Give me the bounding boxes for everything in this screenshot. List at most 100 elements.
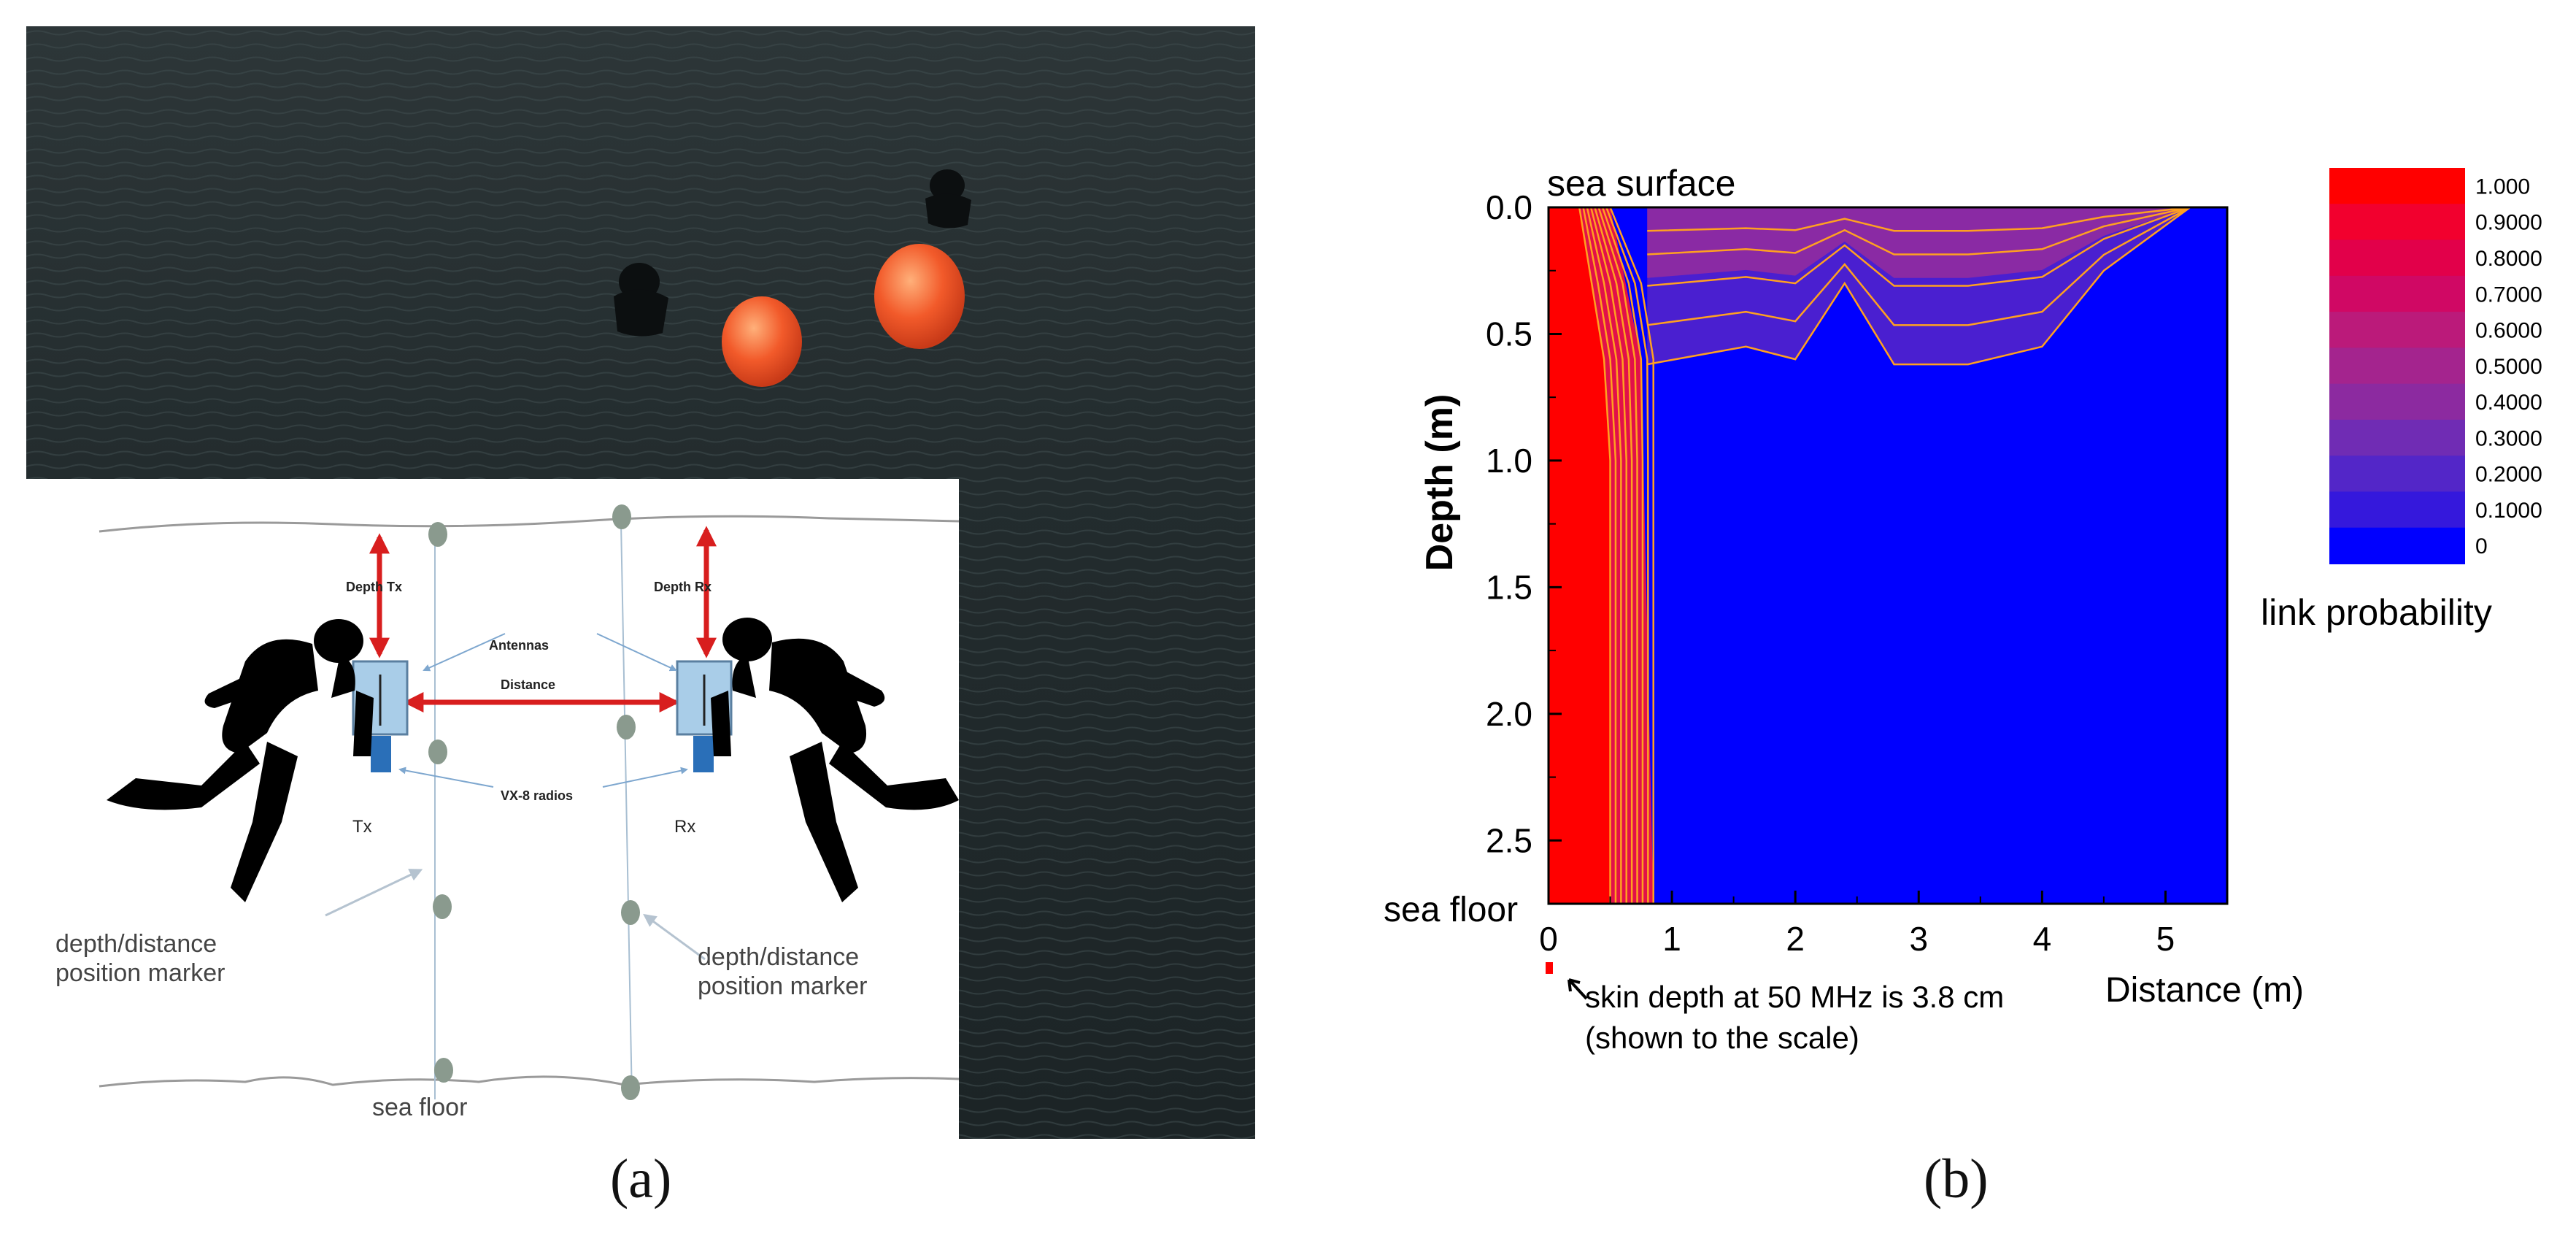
tx-radio (371, 736, 391, 772)
label-antennas: Antennas (489, 638, 549, 653)
colorbar-segment (2329, 347, 2465, 385)
label-sea-floor-diagram: sea floor (372, 1094, 467, 1121)
contour-line (1647, 207, 2191, 366)
sea-floor-line (99, 1075, 960, 1088)
diver-rx-silhouette (711, 618, 959, 902)
label-tx: Tx (352, 817, 372, 837)
contour-line (1647, 207, 2191, 287)
y-tick-label: 2.5 (1486, 821, 1532, 859)
colorbar-segment (2329, 275, 2465, 313)
colorbar-label: 0.1000 (2475, 499, 2542, 523)
colorbar-label: 1.000 (2475, 174, 2530, 199)
label-marker-left-1: depth/distance (55, 930, 217, 958)
plot-frame (1547, 206, 2229, 905)
colorbar-segment (2329, 239, 2465, 277)
label-distance: Distance (501, 677, 555, 692)
high-probability-region (1549, 207, 1611, 904)
label-marker-left-2: position marker (55, 959, 225, 987)
surface-band-inner (1647, 207, 2191, 278)
contour-line (1589, 207, 1627, 904)
skin-depth-arrow (1567, 978, 1588, 1000)
colorbar-label: 0.6000 (2475, 319, 2542, 343)
sea-floor-label: sea floor (1384, 891, 1518, 929)
diver-tx-silhouette (107, 619, 374, 902)
colorbar-segment (2329, 204, 2465, 241)
colorbar-label: 0.7000 (2475, 283, 2542, 307)
x-axis-ticks: 0 1 2 3 4 5 (1539, 891, 2175, 958)
marker-line-right (620, 522, 633, 1100)
y-tick-label: 2.0 (1486, 695, 1532, 733)
sea-surface-line (99, 515, 960, 533)
x-tick-label: 1 (1662, 920, 1681, 958)
buoy-right (874, 244, 965, 349)
contour-line (1605, 207, 1649, 904)
heatmap-area (1549, 207, 2227, 904)
marker-pointer-right (643, 913, 706, 961)
contour-lines (1578, 207, 2191, 904)
y-tick-label: 0.5 (1486, 315, 1532, 353)
colorbar-segment (2329, 168, 2465, 205)
diagram-svg: Depth Tx Depth Rx Antennas Distance VX-8… (55, 504, 960, 1121)
colorbar-label: 0 (2475, 534, 2488, 558)
skin-depth-marker (1546, 962, 1553, 974)
radio-pointer-right (602, 767, 688, 788)
colorbar-segment (2329, 491, 2465, 529)
colorbar-segment (2329, 419, 2465, 457)
x-tick-label: 2 (1786, 920, 1805, 958)
label-marker-right-1: depth/distance (698, 943, 859, 971)
caption-b: (b) (1924, 1148, 1989, 1210)
y-axis-label: Depth (m) (1419, 394, 1461, 572)
x-tick-label: 4 (2033, 920, 2052, 958)
contour-line (1586, 207, 1622, 904)
colorbar-label: 0.5000 (2475, 355, 2542, 379)
contour-line (1594, 207, 1633, 904)
x-axis-label: Distance (m) (2105, 971, 2304, 1010)
colorbar-segment (2329, 312, 2465, 349)
colorbar-label: 0.3000 (2475, 426, 2542, 450)
colorbar: 1.000 0.9000 0.8000 0.7000 0.6000 0.5000 0.400… (2329, 168, 2542, 564)
label-depth-rx: Depth Rx (654, 580, 712, 594)
sea-surface-label: sea surface (1547, 163, 1735, 204)
label-rx: Rx (674, 817, 695, 837)
x-tick-label: 0 (1539, 920, 1558, 958)
contour-line (1601, 207, 1644, 904)
y-tick-label: 1.0 (1486, 442, 1532, 480)
skin-depth-text-2: (shown to the scale) (1585, 1021, 1859, 1055)
colorbar-segment (2329, 383, 2465, 420)
antenna-pointer-right (596, 633, 677, 672)
y-tick-label: 0.0 (1486, 188, 1532, 226)
position-markers (428, 504, 640, 1100)
contour-line (1647, 207, 2191, 232)
diver-right (925, 169, 971, 228)
y-axis-ticks: 0.0 0.5 1.0 1.5 2.0 2.5 (1486, 188, 1562, 859)
label-depth-tx: Depth Tx (346, 580, 402, 594)
x-tick-label: 3 (1909, 920, 1928, 958)
radio-pointer-left (398, 767, 494, 788)
rx-radio (693, 736, 714, 772)
contour-line (1578, 207, 1611, 904)
label-marker-right-2: position marker (698, 972, 867, 1000)
label-radios: VX-8 radios (501, 788, 573, 803)
caption-a: (a) (610, 1148, 672, 1210)
marker-pointer-left (325, 869, 423, 917)
colorbar-label: 0.8000 (2475, 247, 2542, 271)
skin-depth-text-1: skin depth at 50 MHz is 3.8 cm (1585, 980, 2004, 1014)
y-tick-label: 1.5 (1486, 568, 1532, 606)
contour-line (1609, 207, 1654, 904)
contour-line (1647, 207, 2191, 326)
colorbar-segment (2329, 456, 2465, 493)
colorbar-label: 0.9000 (2475, 211, 2542, 235)
contour-line (1647, 207, 2191, 256)
deployment-diagram: Depth Tx Depth Rx Antennas Distance VX-8… (26, 479, 960, 1139)
colorbar-segment (2329, 527, 2465, 564)
colorbar-title: link probability (2261, 592, 2492, 633)
antenna-pointer-left (423, 633, 506, 672)
contour-line (1582, 207, 1617, 904)
x-tick-label: 5 (2156, 920, 2175, 958)
colorbar-label: 0.2000 (2475, 463, 2542, 487)
colorbar-label: 0.4000 (2475, 391, 2542, 415)
buoy-left (722, 296, 802, 387)
diver-left (614, 263, 668, 337)
contour-line (1597, 207, 1638, 904)
